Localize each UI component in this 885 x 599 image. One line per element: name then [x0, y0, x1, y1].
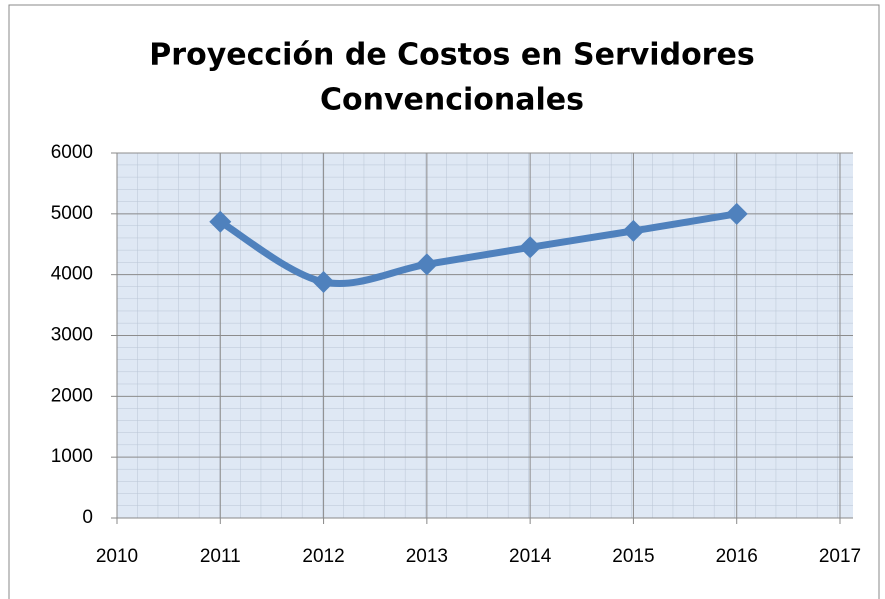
- x-tick-label: 2011: [200, 546, 241, 567]
- line: [218, 210, 738, 287]
- y-tick-label: 6000: [51, 142, 93, 163]
- point: [209, 210, 232, 233]
- x-tick-label: 2013: [406, 546, 448, 567]
- x-tick-label: 2014: [509, 546, 552, 567]
- x-tick-label: 2010: [96, 546, 138, 567]
- x-tick-label: 2016: [716, 546, 758, 567]
- point: [312, 270, 335, 293]
- point: [415, 253, 438, 276]
- point: [725, 202, 748, 225]
- y-tick-label: 3000: [51, 325, 93, 346]
- x-tick-label: 2015: [612, 546, 654, 567]
- x-tick-label: 2017: [819, 546, 861, 567]
- y-tick-label: 1000: [51, 446, 93, 467]
- y-tick-label: 0: [82, 507, 93, 528]
- chart-title: Proyección de Costos en Servidores: [149, 38, 754, 73]
- chart-title: Convencionales: [320, 83, 584, 118]
- y-tick-label: 2000: [51, 385, 93, 406]
- x-tick-label: 2012: [302, 546, 344, 567]
- point: [519, 236, 542, 259]
- y-tick-label: 4000: [51, 264, 93, 285]
- point: [622, 219, 645, 242]
- y-tick-label: 5000: [51, 203, 93, 224]
